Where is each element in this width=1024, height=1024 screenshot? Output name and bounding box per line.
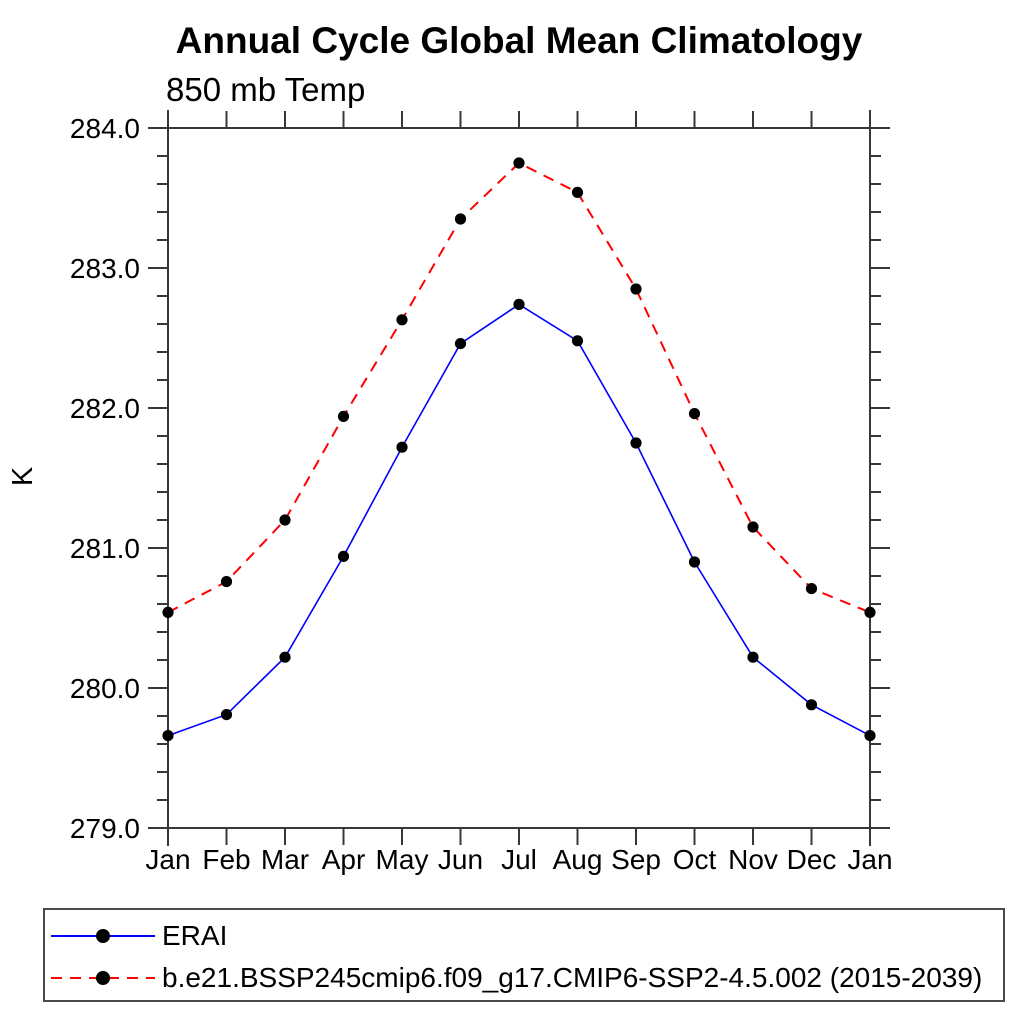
data-point-marker — [571, 335, 584, 347]
legend-line-sample-dashed — [51, 971, 155, 985]
legend-item-model: b.e21.BSSP245cmip6.f09_g17.CMIP6-SSP2-4.… — [49, 957, 982, 999]
x-tick-label: May — [376, 844, 429, 875]
data-point-marker — [279, 514, 291, 526]
legend-line-sample-solid — [51, 929, 155, 943]
data-point-marker — [162, 606, 174, 619]
y-tick-label: 283.0 — [70, 253, 140, 284]
data-point-marker — [337, 550, 350, 563]
data-point-marker — [220, 709, 233, 721]
x-tick-label: Feb — [202, 844, 250, 875]
legend-label: b.e21.BSSP245cmip6.f09_g17.CMIP6-SSP2-4.… — [162, 962, 983, 993]
x-tick-label: Oct — [673, 844, 717, 875]
series-line-0 — [167, 303, 871, 737]
legend: ERAI b.e21.BSSP245cmip6.f09_g17.CMIP6-SS… — [43, 908, 1005, 1002]
chart-title: Annual Cycle Global Mean Climatology — [175, 20, 863, 61]
y-tick-label: 284.0 — [70, 113, 140, 144]
data-point-marker — [220, 576, 233, 588]
data-point-marker — [513, 298, 525, 310]
data-point-marker — [864, 730, 876, 742]
data-point-marker — [571, 186, 584, 198]
x-tick-label: Jun — [438, 844, 483, 875]
data-point-marker — [630, 283, 642, 295]
data-point-marker — [279, 651, 291, 663]
series-line-1 — [167, 161, 871, 614]
x-tick-label: Sep — [611, 844, 661, 875]
x-tick-label: Jan — [145, 844, 190, 875]
x-tick-label: Mar — [261, 844, 309, 875]
chart-subtitle: 850 mb Temp — [166, 71, 366, 108]
data-point-marker — [630, 437, 642, 449]
data-point-marker — [747, 651, 759, 663]
y-tick-label: 279.0 — [70, 813, 140, 844]
data-point-marker — [337, 410, 350, 422]
y-tick-label: 282.0 — [70, 393, 140, 424]
x-tick-label: Aug — [553, 844, 603, 875]
data-point-marker — [513, 157, 525, 169]
data-point-marker — [805, 699, 818, 711]
legend-item-erai: ERAI — [49, 915, 227, 957]
y-tick-label: 280.0 — [70, 673, 140, 704]
x-tick-label: Dec — [787, 844, 837, 875]
data-point-marker — [396, 441, 408, 453]
x-tick-label: Apr — [322, 844, 366, 875]
x-tick-label: Nov — [728, 844, 778, 875]
data-point-marker — [747, 521, 759, 533]
legend-label: ERAI — [162, 920, 228, 951]
data-point-marker — [864, 606, 876, 619]
data-point-marker — [805, 583, 818, 595]
data-point-marker — [454, 338, 467, 350]
data-point-marker — [454, 213, 467, 225]
x-tick-label: Jul — [501, 844, 537, 875]
data-point-marker — [688, 556, 701, 568]
data-point-marker — [162, 730, 174, 742]
data-point-marker — [688, 408, 701, 420]
x-tick-label: Jan — [847, 844, 892, 875]
data-point-marker — [396, 314, 408, 326]
y-tick-label: 281.0 — [70, 533, 140, 564]
